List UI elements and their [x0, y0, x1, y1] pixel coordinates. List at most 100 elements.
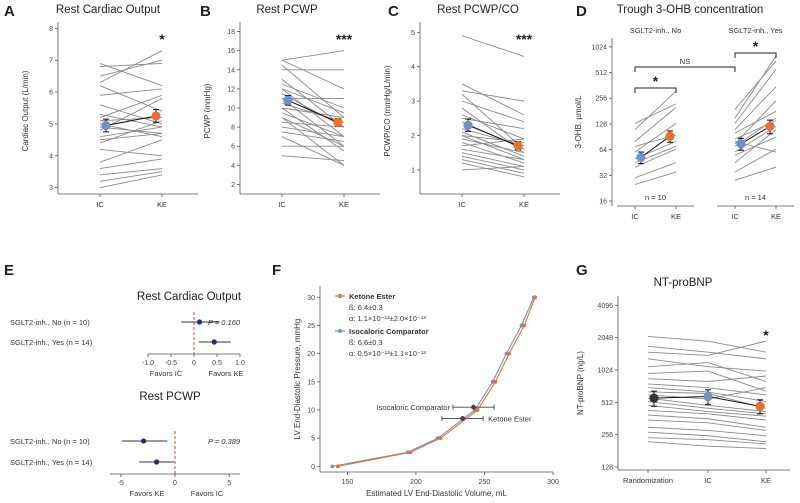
individual-line — [99, 85, 163, 112]
mean-connector — [467, 124, 519, 147]
individual-line — [734, 129, 777, 164]
annotation-label: Isocaloric Comparator — [377, 403, 451, 412]
y-tick-label: 512 — [601, 400, 613, 407]
legend-alpha: α: 0.5×10⁻¹³±1.1×10⁻¹³ — [349, 349, 426, 358]
individual-line — [461, 155, 525, 171]
series-point — [533, 295, 538, 300]
series-point — [507, 351, 512, 356]
legend-beta: ß: 6.6±0.3 — [349, 338, 383, 347]
individual-line — [99, 168, 163, 176]
mean-connector — [105, 115, 157, 127]
individual-line — [281, 131, 345, 142]
individual-line — [281, 83, 345, 109]
individual-line — [461, 135, 525, 143]
series-point — [519, 323, 524, 328]
p-value: P = 0.389 — [208, 437, 241, 446]
individual-line — [634, 171, 677, 185]
x-tick-label: 150 — [342, 479, 354, 486]
series-point — [438, 436, 443, 441]
y-axis-label: 3-OHB, µmol/L — [574, 95, 583, 149]
individual-line — [99, 174, 163, 189]
individual-line — [634, 162, 677, 179]
x-tick-label: 200 — [410, 479, 422, 486]
individual-line — [734, 55, 777, 119]
significance-label: * — [763, 327, 769, 343]
y-tick-label: 6 — [231, 144, 235, 151]
chart-g: 128 256 512 1024 2048 4096 Randomization IC KE NT… — [576, 296, 790, 485]
individual-line — [734, 166, 777, 181]
individual-line — [647, 345, 767, 360]
panel-title-d: Trough 3-OHB concentration — [617, 4, 764, 16]
individual-line — [281, 136, 345, 166]
significance-label: * — [159, 31, 165, 47]
annotation-label: Ketone Ester — [488, 414, 532, 423]
individual-line — [461, 117, 525, 130]
y-tick-label: 3 — [49, 185, 53, 192]
y-tick-label: 3 — [411, 99, 415, 106]
x-tick-label: KE — [761, 476, 771, 485]
panel-title-g: NT-proBNP — [654, 277, 713, 289]
chart-e: Rest Cardiac Output -1.0 -0.5 0 0.5 1.0 Favors… — [10, 291, 245, 498]
individual-line — [461, 138, 525, 154]
forest-row-label: SGLT2-inh., No (n = 10) — [10, 318, 90, 327]
individual-line — [734, 100, 777, 145]
y-tick-label: 16 — [599, 199, 607, 206]
individual-line — [99, 171, 163, 182]
x-tick-label: IC — [704, 476, 712, 485]
panel-title-a: Rest Cardiac Output — [56, 4, 161, 16]
individual-line — [634, 123, 677, 153]
significance-bracket — [634, 87, 677, 93]
chart-f: 0 5 10 15 20 25 30 150 200 250 300 Estimated LV End… — [293, 286, 559, 498]
legend-label: Isocaloric Comparator — [349, 327, 429, 336]
individual-line — [461, 138, 525, 147]
mean-point-ic — [736, 139, 746, 149]
significance-bracket — [734, 52, 777, 58]
favors-right-label: Favors KE — [208, 369, 243, 378]
series-point — [335, 464, 340, 469]
series-point — [475, 408, 480, 412]
y-tick-label: 5 — [49, 121, 53, 128]
individual-line — [647, 441, 767, 450]
individual-line — [647, 336, 767, 353]
mean-point-randomization — [649, 393, 659, 403]
forest-row-label: SGLT2-inh., No (n = 10) — [10, 437, 90, 446]
mean-point-ic — [636, 152, 646, 162]
x-tick-label: KE — [157, 200, 167, 209]
individual-line — [461, 141, 525, 164]
x-tick-label: IC — [458, 200, 466, 209]
x-tick-label: 1.0 — [235, 360, 245, 367]
individual-line — [281, 50, 345, 61]
individual-line — [99, 62, 163, 87]
individual-line — [734, 60, 777, 110]
mean-point-ke — [333, 117, 343, 127]
series-point — [522, 323, 527, 328]
individual-line — [734, 148, 777, 173]
individual-line — [99, 50, 163, 83]
panel-letter-e: E — [4, 262, 14, 279]
individual-line — [99, 117, 163, 122]
individual-line — [281, 155, 345, 162]
group-n: n = 14 — [745, 193, 766, 202]
annotation-point — [471, 404, 476, 410]
individual-line — [281, 88, 345, 114]
individual-line — [647, 404, 767, 417]
mean-point-ke — [765, 121, 775, 131]
x-axis-label: Estimated LV End-Diastolic Volume, mL — [366, 489, 507, 498]
y-tick-label: 8 — [231, 125, 235, 132]
individual-line — [647, 410, 767, 421]
mean-connector — [740, 125, 771, 145]
individual-line — [461, 152, 525, 167]
individual-line — [647, 431, 767, 443]
x-tick-label: KE — [519, 200, 529, 209]
individual-line — [99, 62, 163, 68]
panel-letter-a: A — [4, 3, 15, 20]
y-axis-label: PCWP/CO (mmHg/L/min) — [383, 65, 392, 156]
y-tick-label: 64 — [599, 147, 607, 154]
panel-title-b: Rest PCWP — [256, 4, 318, 16]
individual-line — [647, 437, 767, 445]
mean-point-ic — [101, 120, 111, 131]
series-point — [408, 450, 413, 455]
individual-line — [634, 90, 677, 130]
legend-label: Ketone Ester — [349, 292, 395, 301]
